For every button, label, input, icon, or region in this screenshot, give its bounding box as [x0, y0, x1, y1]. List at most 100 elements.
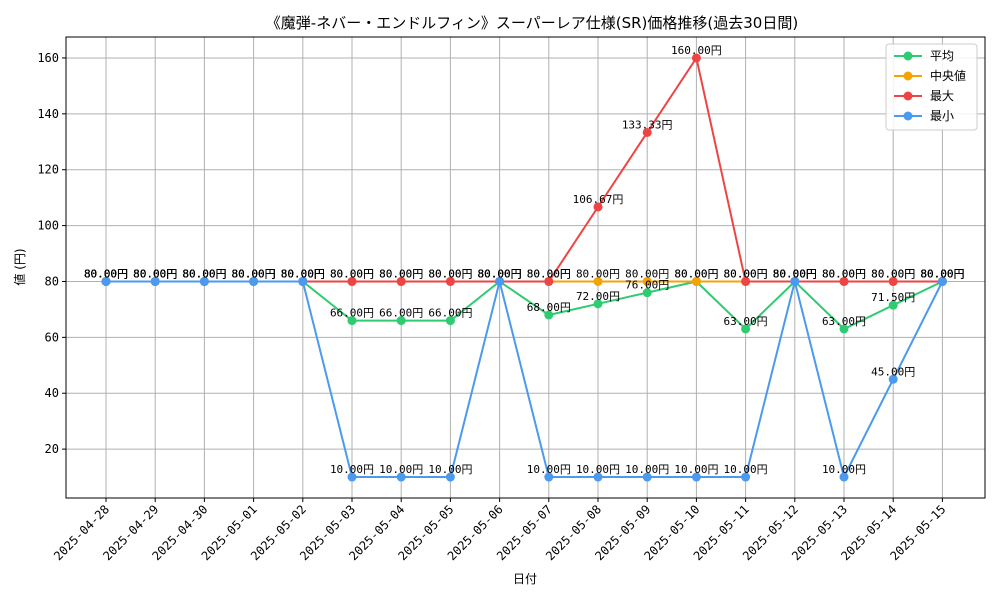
data-point — [642, 276, 652, 286]
data-label: 66.00円 — [379, 307, 423, 320]
data-label: 80.00円 — [379, 267, 423, 280]
data-point — [396, 276, 406, 286]
series-1 — [101, 276, 947, 334]
data-label: 80.00円 — [527, 267, 571, 280]
y-tick-label: 60 — [45, 330, 59, 344]
data-point — [445, 276, 455, 286]
data-label: 10.00円 — [625, 463, 669, 476]
data-point — [937, 276, 947, 286]
data-point — [593, 299, 603, 309]
data-label: 160.00円 — [671, 44, 722, 57]
y-axis-label: 値 (円) — [12, 248, 27, 285]
data-label: 80.00円 — [84, 267, 128, 280]
data-point — [495, 276, 505, 286]
data-point — [593, 276, 603, 286]
data-point — [445, 472, 455, 482]
legend-marker — [903, 111, 913, 121]
data-label: 80.00円 — [773, 267, 817, 280]
data-label: 63.00円 — [724, 315, 768, 328]
data-label: 10.00円 — [724, 463, 768, 476]
data-point — [888, 374, 898, 384]
data-label: 80.00円 — [478, 267, 522, 280]
data-label: 80.00円 — [920, 267, 964, 280]
data-point — [839, 472, 849, 482]
data-label: 80.00円 — [625, 267, 669, 280]
data-point — [347, 316, 357, 326]
data-point — [839, 324, 849, 334]
data-label: 80.00円 — [724, 267, 768, 280]
data-label: 68.00円 — [527, 301, 571, 314]
data-label: 80.00円 — [822, 267, 866, 280]
data-label: 71.50円 — [871, 291, 915, 304]
data-labels: 80.00円 80.00円 80.00円 80.00円 80.00円 66.00円 66.0… — [84, 44, 965, 476]
data-point — [150, 276, 160, 286]
data-label: 80.00円 — [232, 267, 276, 280]
data-label: 80.00円 — [133, 267, 177, 280]
data-label: 80.00円 — [182, 267, 226, 280]
data-label: 80.00円 — [871, 267, 915, 280]
data-label: 80.00円 — [773, 267, 817, 280]
data-label: 80.00円 — [182, 267, 226, 280]
data-label: 80.00円 — [379, 267, 423, 280]
data-label: 133.33円 — [622, 118, 673, 131]
y-tick-label: 40 — [45, 386, 59, 400]
data-label: 80.00円 — [232, 267, 276, 280]
legend-marker — [903, 51, 913, 61]
data-label: 10.00円 — [428, 463, 472, 476]
legend-box — [885, 43, 978, 131]
data-label: 80.00円 — [773, 267, 817, 280]
data-label: 10.00円 — [330, 463, 374, 476]
data-label: 80.00円 — [232, 267, 276, 280]
data-point — [249, 276, 259, 286]
data-point — [888, 276, 898, 286]
data-label: 80.00円 — [478, 267, 522, 280]
data-point — [790, 276, 800, 286]
data-label: 80.00円 — [84, 267, 128, 280]
data-point — [741, 276, 751, 286]
y-tick-label: 120 — [37, 163, 59, 177]
data-label: 10.00円 — [674, 463, 718, 476]
data-label: 80.00円 — [182, 267, 226, 280]
x-axis-ticks: 2025-04-282025-04-292025-04-302025-05-01… — [51, 498, 949, 563]
data-label: 80.00円 — [281, 267, 325, 280]
data-point — [544, 472, 554, 482]
legend-label: 中央値 — [930, 68, 966, 83]
data-label: 80.00円 — [133, 267, 177, 280]
data-point — [101, 276, 111, 286]
data-point — [839, 276, 849, 286]
data-label: 10.00円 — [379, 463, 423, 476]
data-label: 80.00円 — [871, 267, 915, 280]
legend-marker — [903, 91, 913, 101]
data-label: 80.00円 — [576, 267, 620, 280]
data-label: 10.00円 — [822, 463, 866, 476]
data-label: 80.00円 — [133, 267, 177, 280]
data-point — [691, 53, 701, 63]
data-point — [396, 316, 406, 326]
data-point — [347, 472, 357, 482]
chart-title: 《魔弾-ネバー・エンドルフィン》スーパーレア仕様(SR)価格推移(過去30日間) — [266, 14, 798, 32]
data-label: 80.00円 — [182, 267, 226, 280]
data-point — [741, 324, 751, 334]
data-label: 80.00円 — [428, 267, 472, 280]
data-label: 72.00円 — [576, 290, 620, 303]
data-point — [396, 472, 406, 482]
y-tick-label: 20 — [45, 442, 59, 456]
data-label: 80.00円 — [920, 267, 964, 280]
data-label: 10.00円 — [527, 463, 571, 476]
data-label: 80.00円 — [281, 267, 325, 280]
legend-label: 最小 — [930, 109, 954, 123]
data-point — [199, 276, 209, 286]
data-point — [642, 472, 652, 482]
data-label: 80.00円 — [674, 267, 718, 280]
data-label: 63.00円 — [822, 315, 866, 328]
data-point — [642, 288, 652, 298]
data-label: 80.00円 — [232, 267, 276, 280]
data-label: 106.67円 — [573, 193, 624, 206]
data-label: 80.00円 — [920, 267, 964, 280]
data-point — [347, 276, 357, 286]
data-label: 80.00円 — [84, 267, 128, 280]
data-label: 80.00円 — [478, 267, 522, 280]
data-label: 80.00円 — [724, 267, 768, 280]
